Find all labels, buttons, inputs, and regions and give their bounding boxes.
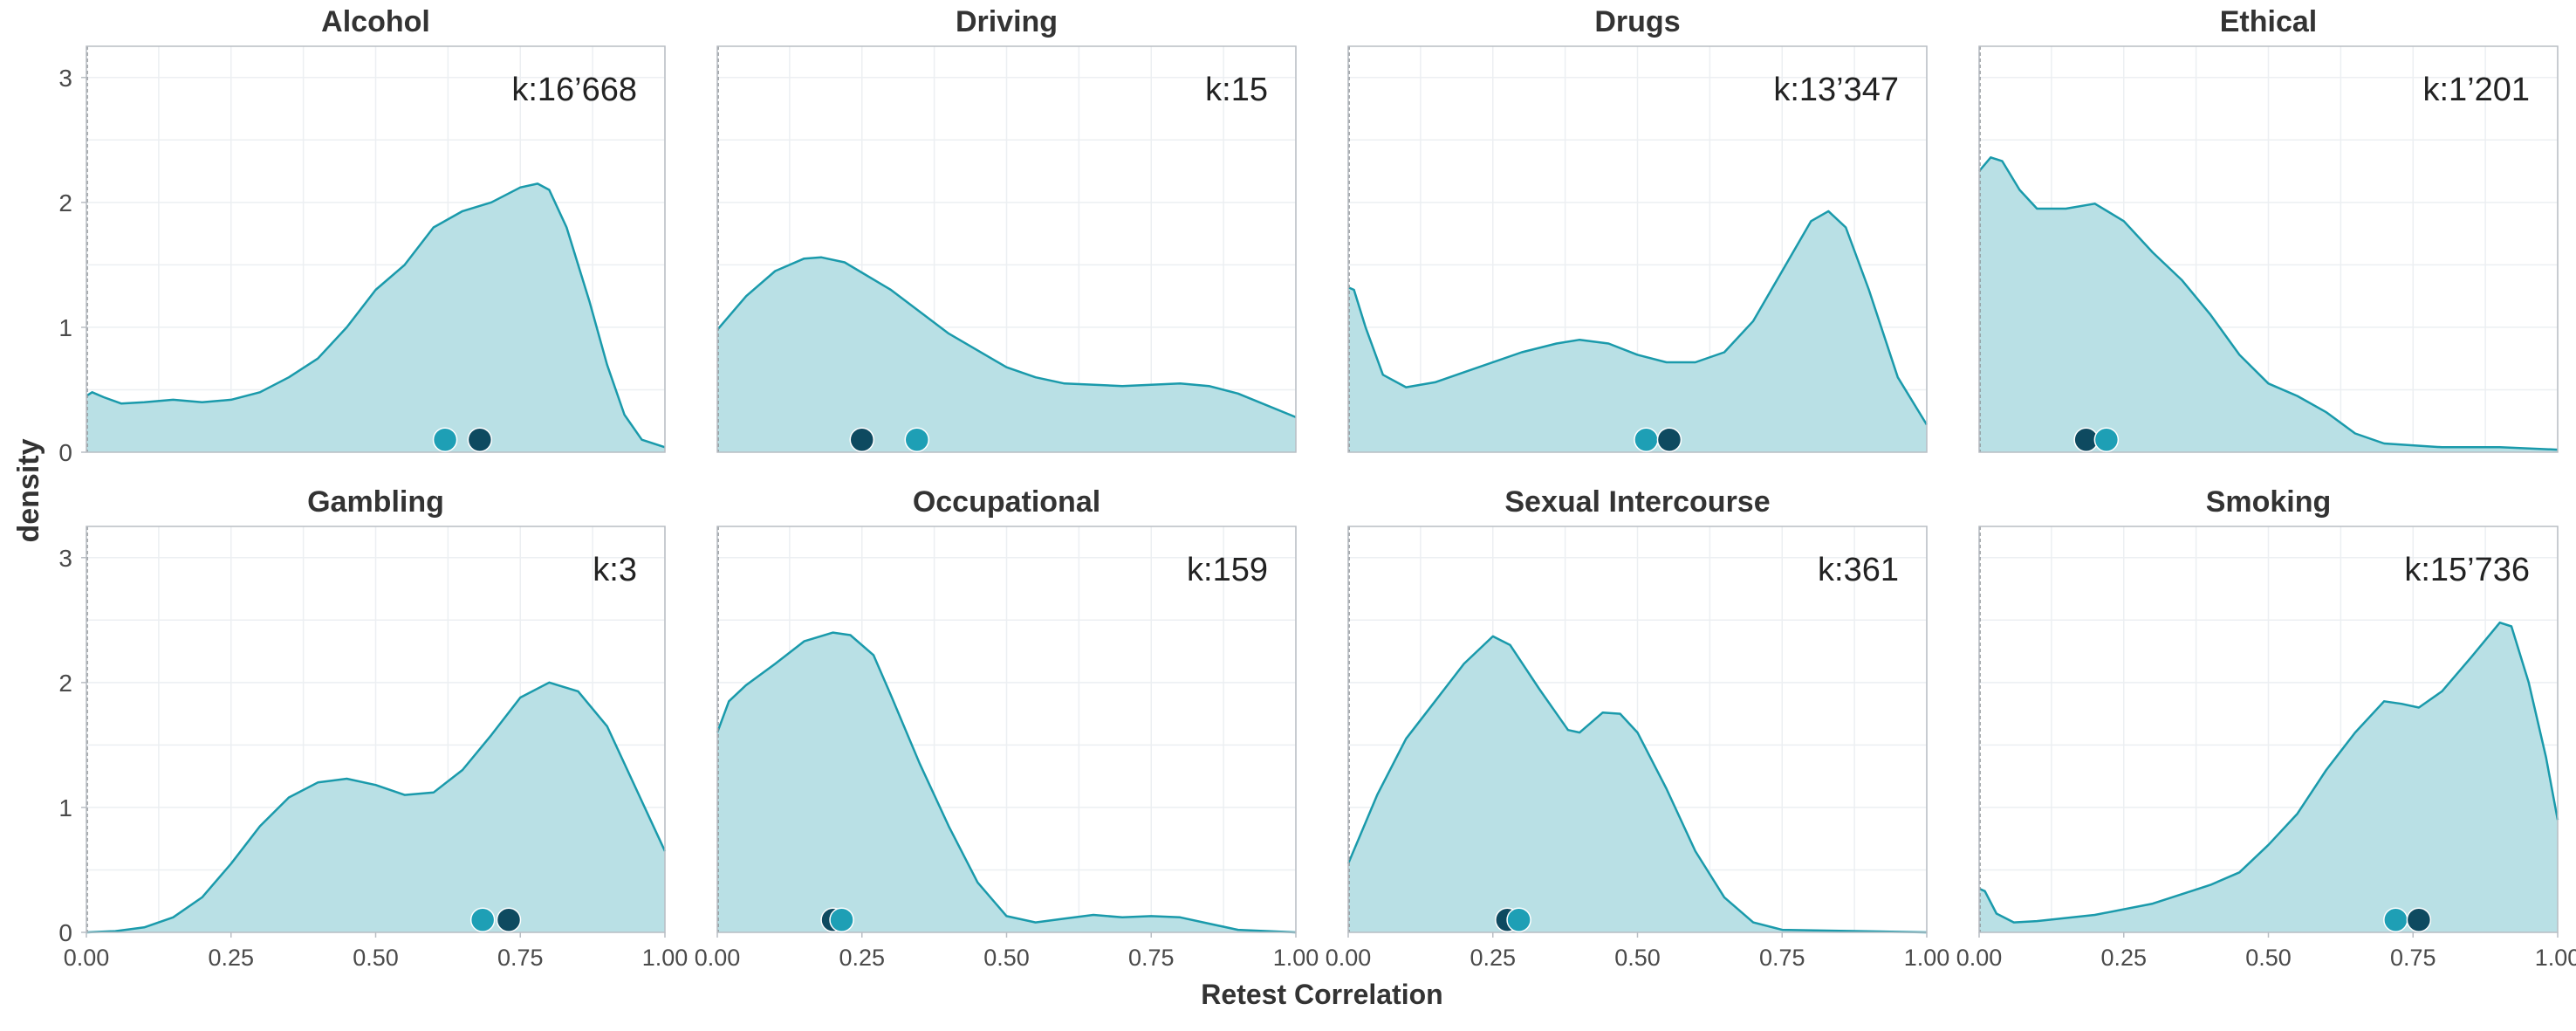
- summary-point-light: [904, 427, 929, 452]
- panel-drugs: Drugs k:13’347: [1347, 5, 1929, 453]
- x-tick-label: 0.25: [2100, 945, 2147, 971]
- summary-point-dark: [467, 427, 493, 452]
- y-tick-label: 1: [58, 794, 72, 821]
- x-tick-label: 0.50: [2245, 945, 2292, 971]
- density-line: [1347, 210, 1929, 426]
- summary-point-light: [469, 907, 496, 932]
- x-axis-title: Retest Correlation: [1201, 979, 1442, 1010]
- panel-border: [1978, 45, 2559, 453]
- x-tick-label: 0.25: [208, 945, 254, 971]
- k-count-label: k:361: [1818, 552, 1899, 588]
- summary-point-light: [1634, 427, 1659, 452]
- summary-point-light: [2093, 427, 2120, 452]
- summary-point-dark: [849, 427, 874, 452]
- density-area: [86, 682, 665, 932]
- panel-ethical: Ethical k:1’201: [1978, 5, 2559, 453]
- y-tick-label: 3: [58, 65, 72, 92]
- panel-sexual-intercourse: Sexual Intercourse k:361 0.00 0.25 0.50 0.75 1…: [1326, 485, 1950, 971]
- density-area: [717, 257, 1296, 452]
- density-line: [86, 182, 666, 449]
- panel-occupational: Occupational k:159 0.00 0.25 0.50 0.75 1.00: [695, 485, 1319, 971]
- x-tick-label: 0.00: [695, 945, 741, 971]
- k-count-label: k:15: [1205, 72, 1268, 108]
- x-tick-label: 0.50: [353, 945, 399, 971]
- y-axis-title: density: [12, 438, 45, 542]
- summary-point-light: [829, 907, 854, 932]
- x-tick-label: 0.00: [1956, 945, 2003, 971]
- x-tick-label: 0.25: [1470, 945, 1516, 971]
- panel-title: Gambling: [307, 485, 444, 519]
- x-tick-label: 0.00: [64, 945, 110, 971]
- panel-alcohol: Alcohol k:16’668 0 1 2 3: [58, 5, 666, 466]
- y-tick-label: 1: [58, 314, 72, 341]
- k-count-label: k:13’347: [1773, 72, 1899, 108]
- summary-point-light: [432, 427, 458, 452]
- panel-title: Drugs: [1594, 5, 1680, 38]
- panel-border: [716, 45, 1297, 453]
- x-tick-label: 0.75: [1128, 945, 1175, 971]
- x-tick-label: 0.75: [2390, 945, 2436, 971]
- density-line: [1978, 156, 2559, 451]
- density-area: [86, 183, 665, 452]
- panel-gambling: Gambling k:3 0 1 2 3 0.00 0.25 0.50 0.75 1.00: [58, 485, 688, 971]
- x-tick-label: 1.00: [1273, 945, 1319, 971]
- summary-point-dark: [2406, 907, 2432, 932]
- x-tick-label: 1.00: [2535, 945, 2576, 971]
- k-count-label: k:16’668: [511, 72, 637, 108]
- density-line: [716, 631, 1297, 934]
- density-line: [1978, 621, 2559, 924]
- summary-point-dark: [496, 907, 522, 932]
- panel-title: Smoking: [2206, 485, 2332, 519]
- y-tick-label: 3: [58, 545, 72, 572]
- density-area: [1979, 622, 2558, 932]
- panel-title: Ethical: [2220, 5, 2317, 38]
- x-tick-label: 0.25: [839, 945, 885, 971]
- x-tick-label: 0.75: [497, 945, 544, 971]
- k-count-label: k:15’736: [2404, 552, 2530, 588]
- summary-point-dark: [1656, 427, 1682, 452]
- x-tick-label: 1.00: [642, 945, 689, 971]
- summary-point-light: [2383, 907, 2408, 932]
- x-tick-label: 0.00: [1326, 945, 1372, 971]
- y-tick-label: 0: [58, 919, 72, 946]
- panel-border: [1347, 45, 1928, 453]
- density-area: [1348, 636, 1927, 932]
- k-count-label: k:1’201: [2422, 72, 2530, 108]
- y-tick-label: 2: [58, 670, 72, 697]
- panel-title: Driving: [956, 5, 1058, 38]
- panel-title: Occupational: [913, 485, 1100, 519]
- x-tick-label: 0.50: [1614, 945, 1661, 971]
- panel-smoking: Smoking k:15’736 0.00 0.25 0.50 0.75 1.00: [1956, 485, 2576, 971]
- x-tick-label: 1.00: [1904, 945, 1950, 971]
- k-count-label: k:159: [1187, 552, 1268, 588]
- y-tick-label: 2: [58, 189, 72, 217]
- panels-layer: Alcohol k:16’668 0 1 2 3 Driving k:15 Drugs k:13’…: [58, 5, 2576, 971]
- y-tick-label: 0: [58, 439, 72, 466]
- panel-border: [86, 45, 666, 453]
- x-tick-label: 0.50: [983, 945, 1030, 971]
- density-line: [716, 256, 1297, 419]
- x-tick-label: 0.75: [1759, 945, 1805, 971]
- summary-point-light: [1506, 907, 1531, 932]
- density-area: [717, 632, 1296, 932]
- density-line: [86, 681, 667, 934]
- panel-title: Sexual Intercourse: [1504, 485, 1770, 519]
- panel-title: Alcohol: [321, 5, 430, 38]
- k-count-label: k:3: [593, 552, 637, 588]
- panel-driving: Driving k:15: [716, 5, 1297, 453]
- density-line: [1346, 635, 1928, 934]
- density-area: [1979, 157, 2558, 453]
